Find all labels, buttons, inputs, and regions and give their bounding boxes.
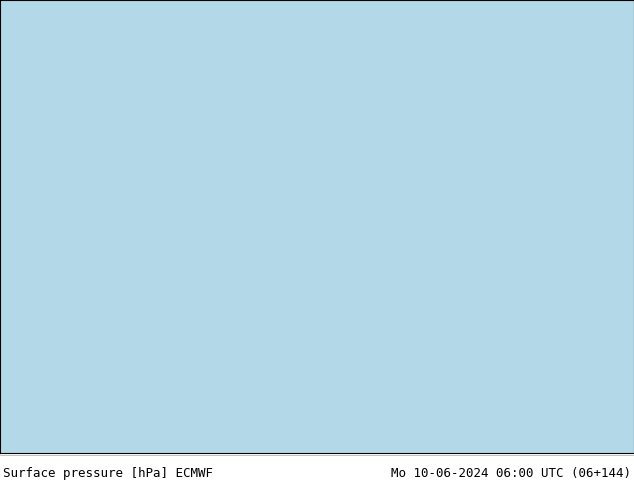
Text: Surface pressure [hPa] ECMWF: Surface pressure [hPa] ECMWF: [3, 467, 213, 480]
Text: Mo 10-06-2024 06:00 UTC (06+144): Mo 10-06-2024 06:00 UTC (06+144): [391, 467, 631, 480]
